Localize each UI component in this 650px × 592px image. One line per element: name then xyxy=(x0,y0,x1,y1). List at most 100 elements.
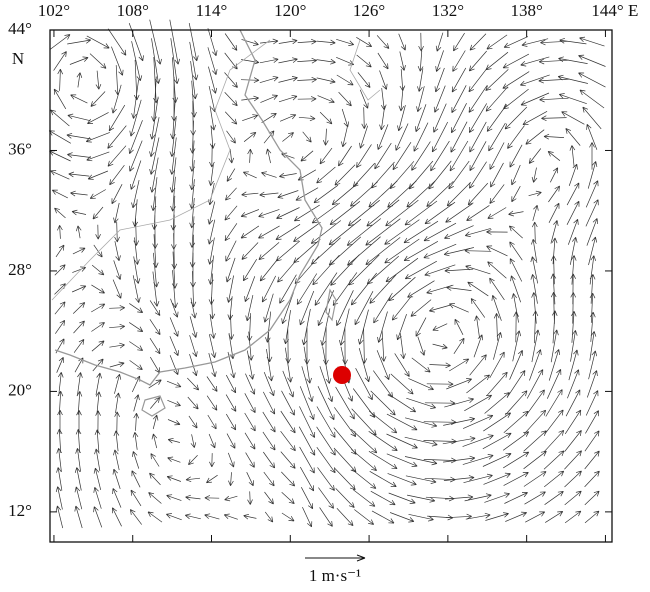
wind-arrow xyxy=(469,141,487,171)
wind-arrow xyxy=(474,315,480,339)
wind-arrow xyxy=(76,410,82,434)
wind-arrow xyxy=(564,409,582,435)
wind-arrow xyxy=(300,150,314,162)
hainan xyxy=(141,395,166,417)
wind-arrow xyxy=(294,204,320,222)
wind-arrow xyxy=(567,369,580,399)
wind-arrow xyxy=(380,88,387,111)
wind-arrow xyxy=(72,302,86,314)
wind-arrow xyxy=(341,127,348,148)
wind-arrow xyxy=(431,121,449,153)
wind-arrow xyxy=(469,354,487,376)
wind-arrow xyxy=(589,142,595,170)
wind-arrow xyxy=(329,201,361,226)
lat-label: 20° xyxy=(8,380,32,399)
wind-arrow xyxy=(462,454,494,465)
wind-arrow xyxy=(511,293,519,323)
wind-arrow xyxy=(429,362,451,369)
border xyxy=(51,39,381,301)
wind-arrow xyxy=(524,491,546,505)
wind-arrow xyxy=(557,74,588,84)
wind-arrow xyxy=(388,492,416,504)
wind-arrow xyxy=(549,167,559,183)
wind-arrow xyxy=(109,305,125,311)
wind-arrow xyxy=(568,163,578,187)
wind-arrow xyxy=(241,39,259,46)
wind-arrow xyxy=(486,371,508,397)
wind-arrow xyxy=(543,470,565,488)
wind-arrow xyxy=(167,399,181,407)
wind-arrow xyxy=(406,397,436,409)
wind-arrow xyxy=(368,431,398,452)
wind-arrow xyxy=(316,39,336,46)
wind-arrow xyxy=(187,377,200,391)
wind-arrow xyxy=(56,467,63,491)
wind-arrow xyxy=(523,471,547,487)
wind-arrow xyxy=(277,190,299,199)
wind-arrow xyxy=(508,225,523,239)
wind-arrow xyxy=(224,111,238,125)
wind-arrow xyxy=(486,229,508,235)
wind-arrow xyxy=(70,94,88,104)
wind-arrow xyxy=(369,470,397,488)
wind-arrow xyxy=(423,222,457,242)
wind-arrow xyxy=(166,475,182,482)
wind-arrow xyxy=(444,225,474,240)
wind-arrow xyxy=(128,22,144,62)
wind-arrow xyxy=(225,257,236,283)
wind-arrow xyxy=(390,373,414,395)
wind-arrow xyxy=(170,38,180,84)
wind-arrow xyxy=(334,467,356,491)
wind-arrow xyxy=(209,144,215,168)
wind-arrow xyxy=(261,171,277,178)
wind-arrow xyxy=(112,468,121,490)
wind-arrow xyxy=(94,429,101,453)
wind-arrow xyxy=(243,131,257,142)
wind-arrow xyxy=(74,486,83,510)
wind-arrow xyxy=(262,391,276,415)
wind-arrow xyxy=(411,357,431,373)
wind-arrow xyxy=(414,104,427,133)
wind-arrow xyxy=(170,195,177,231)
wind-arrow xyxy=(131,470,141,488)
wind-arrow xyxy=(73,338,85,353)
wind-arrow xyxy=(415,317,427,337)
wind-arrow xyxy=(113,260,122,280)
wind-arrow xyxy=(368,451,398,470)
wind-arrow xyxy=(293,222,321,243)
wind-arrow xyxy=(95,70,102,90)
wind-arrow xyxy=(275,224,301,241)
wind-arrow xyxy=(92,206,104,220)
wind-arrow xyxy=(53,88,67,110)
wind-arrow xyxy=(107,28,127,56)
wind-arrow xyxy=(520,74,550,87)
wind-arrow xyxy=(564,450,582,470)
lon-label: 132° xyxy=(432,1,464,20)
lat-unit: N xyxy=(12,49,24,68)
wind-arrow xyxy=(93,506,103,528)
wind-arrow xyxy=(209,125,216,149)
wind-arrow xyxy=(298,115,316,122)
wind-arrow xyxy=(483,412,512,432)
wind-arrow xyxy=(529,349,542,381)
wind-arrow xyxy=(185,476,201,483)
wind-arrow xyxy=(260,94,278,103)
wind-arrow xyxy=(150,453,160,467)
wind-arrow xyxy=(301,366,314,402)
wind-arrow xyxy=(386,453,418,467)
wind-arrow xyxy=(430,140,450,172)
wind-arrow xyxy=(55,319,66,334)
wind-arrow xyxy=(336,508,354,527)
wind-arrow xyxy=(584,490,600,506)
wind-arrow xyxy=(129,322,144,332)
wind-arrow xyxy=(484,392,510,414)
wind-arrow xyxy=(228,148,235,164)
wind-arrow xyxy=(130,160,142,190)
wind-arrow xyxy=(524,409,547,435)
wind-arrow xyxy=(87,112,109,124)
wind-arrow xyxy=(90,91,106,107)
wind-arrow xyxy=(493,313,500,341)
scale-arrow-head xyxy=(356,554,366,562)
wind-arrow xyxy=(300,487,314,510)
wind-arrow xyxy=(132,275,141,303)
